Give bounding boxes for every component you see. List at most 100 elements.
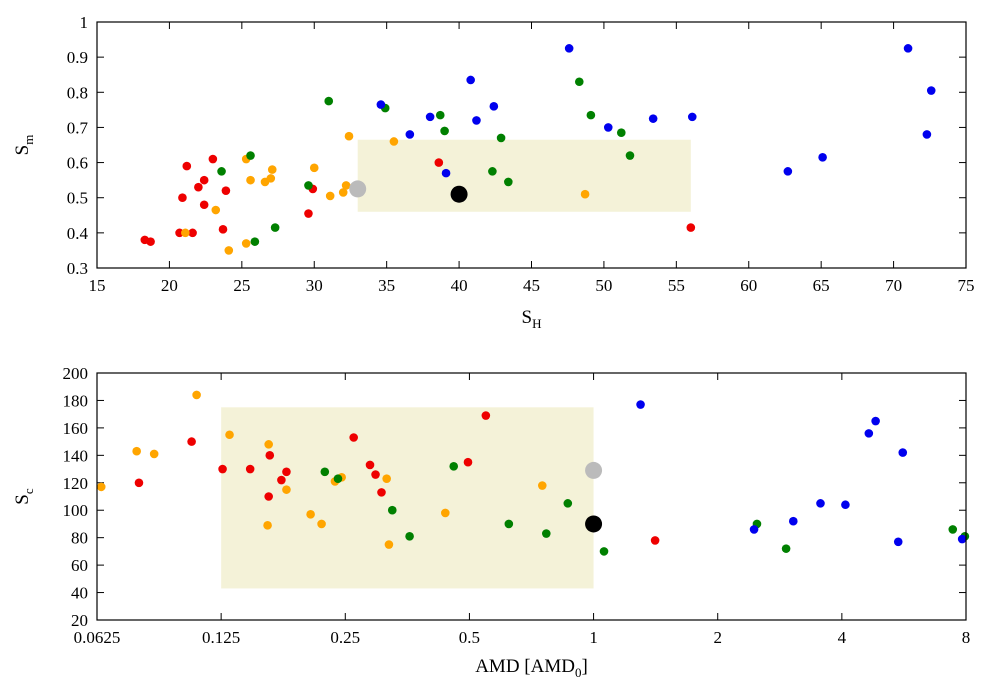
data-point-blue (957, 534, 967, 544)
data-point-green (948, 525, 958, 534)
y-tick-label: 180 (63, 391, 89, 410)
shaded-region (221, 407, 594, 589)
x-tick-label: 0.0625 (74, 628, 121, 647)
data-point-orange (441, 508, 450, 518)
x-tick-label: 0.25 (330, 628, 360, 647)
data-point-red (182, 161, 192, 171)
data-point-orange (241, 239, 251, 248)
data-point-blue (648, 114, 658, 123)
data-point-blue (922, 130, 932, 139)
x-axis-title: AMD [AMD0] (475, 656, 588, 680)
data-point-green (217, 167, 226, 176)
data-point-orange (580, 189, 590, 199)
x-tick-label: 35 (378, 276, 395, 295)
data-point-green (586, 110, 596, 120)
data-point-orange (384, 540, 394, 549)
data-point-red (371, 470, 380, 479)
data-point-red (134, 478, 144, 488)
data-point-orange (263, 521, 272, 530)
data-point-red (463, 457, 473, 467)
data-point-red (282, 467, 291, 477)
data-point-orange (132, 446, 141, 456)
highlight-point-black (585, 515, 603, 533)
y-tick-label: 0.7 (67, 118, 89, 137)
data-point-orange (181, 228, 190, 238)
data-point-blue (903, 44, 913, 53)
data-point-red (187, 437, 196, 446)
data-point-red (188, 228, 197, 238)
data-point-green (574, 77, 584, 87)
y-tick-label: 0.4 (67, 224, 89, 243)
data-point-red (218, 225, 228, 234)
data-point-orange (389, 137, 399, 146)
data-point-blue (472, 116, 481, 125)
data-point-orange (224, 246, 234, 255)
data-point-green (246, 151, 255, 160)
data-point-red (221, 186, 231, 195)
data-point-green (387, 505, 397, 515)
data-point-red (304, 209, 313, 218)
data-point-orange (264, 440, 273, 449)
y-axis-title: Sm (12, 135, 36, 156)
plot-frame (96, 372, 967, 621)
x-axis-title: SH (522, 307, 542, 331)
data-point-green (270, 223, 280, 232)
y-tick-label: 60 (71, 556, 88, 575)
top-scatter-panel: 15 20 25 30 35 40 45 50 55 60 65 70 75 0.3 0.4 0.5 0.6 0.… (12, 13, 975, 331)
bottom-scatter-panel: 0.0625 0.125 0.25 0.5 1 2 4 8 20 40 60 80 100 120 140 1… (12, 364, 970, 680)
y-tick-label: 80 (71, 529, 88, 548)
data-point-blue (425, 112, 435, 122)
data-point-orange (266, 174, 276, 183)
data-point-red (178, 193, 187, 203)
data-point-green (781, 544, 791, 553)
data-point-orange (282, 485, 291, 494)
y-tick-label: 1 (80, 13, 89, 32)
y-tick-label: 0.3 (67, 259, 88, 278)
data-point-red (208, 154, 218, 164)
data-point-blue (376, 100, 386, 109)
data-point-orange (537, 481, 547, 490)
data-point-blue (749, 525, 759, 534)
y-tick-label: 0.9 (67, 48, 88, 67)
data-point-blue (783, 167, 793, 176)
plot-frame (96, 21, 967, 269)
x-tick-label: 15 (89, 276, 106, 295)
data-point-blue (818, 153, 827, 162)
data-point-blue (893, 537, 903, 547)
data-point-green (435, 110, 445, 120)
highlight-point-gray (349, 180, 367, 198)
x-tick-label: 70 (885, 276, 902, 295)
x-tick-label: 4 (838, 628, 847, 647)
data-point-green (563, 499, 573, 508)
data-point-green (440, 126, 449, 136)
data-point-green (504, 519, 514, 529)
x-tick-label: 0.5 (459, 628, 480, 647)
data-point-red (199, 175, 209, 185)
data-point-red (218, 464, 227, 474)
data-point-red (245, 464, 255, 474)
x-tick-label: 50 (595, 276, 612, 295)
x-tick-label: 75 (958, 276, 975, 295)
data-point-orange (309, 163, 319, 173)
x-tick-label: 8 (962, 628, 971, 647)
data-point-orange (211, 205, 221, 215)
data-point-blue (564, 44, 574, 53)
data-point-green (541, 529, 551, 538)
data-point-blue (926, 86, 936, 95)
data-point-orange (317, 519, 326, 529)
data-point-orange (267, 165, 277, 174)
y-tick-label: 140 (63, 446, 89, 465)
data-point-orange (306, 510, 315, 519)
y-tick-label: 0.6 (67, 154, 88, 173)
y-tick-label: 0.8 (67, 83, 88, 102)
data-point-red (365, 460, 375, 470)
data-point-red (265, 451, 275, 460)
data-point-orange (338, 188, 348, 197)
x-tick-label: 60 (740, 276, 757, 295)
data-point-orange (341, 181, 351, 190)
y-tick-label: 120 (63, 474, 89, 493)
data-point-orange (344, 131, 354, 141)
data-point-blue (489, 102, 499, 111)
x-tick-label: 2 (713, 628, 722, 647)
x-tick-label: 1 (589, 628, 598, 647)
